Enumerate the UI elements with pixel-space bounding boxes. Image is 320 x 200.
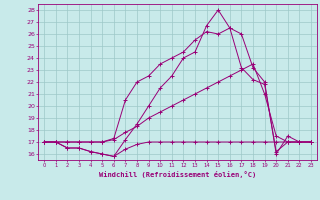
X-axis label: Windchill (Refroidissement éolien,°C): Windchill (Refroidissement éolien,°C) xyxy=(99,171,256,178)
